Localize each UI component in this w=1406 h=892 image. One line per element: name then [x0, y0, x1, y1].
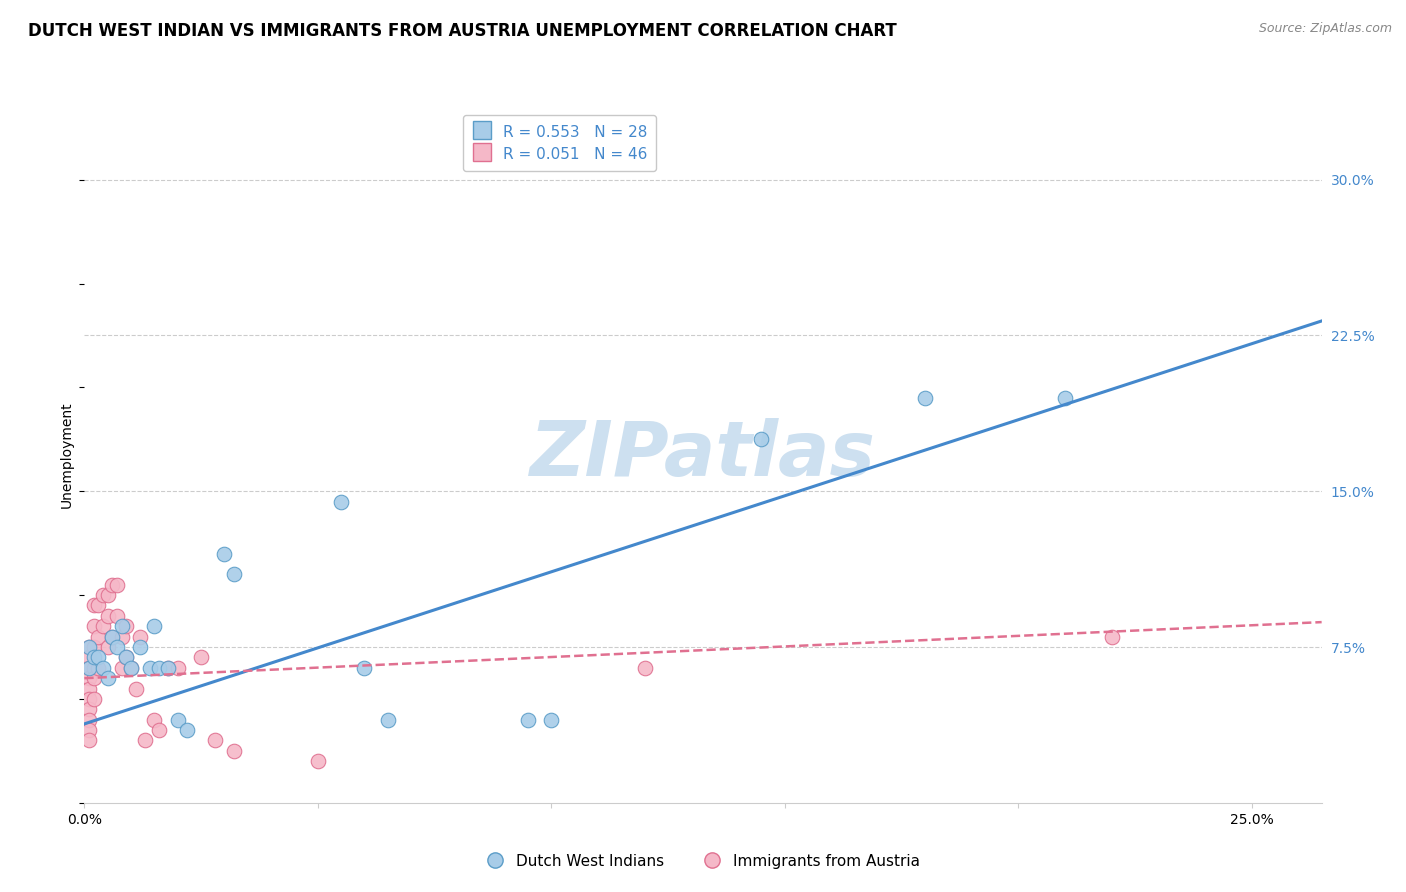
Point: [87, 599, 110, 613]
Point: [214, 547, 236, 561]
Point: [176, 723, 198, 738]
Point: [83, 640, 105, 654]
Point: [129, 640, 152, 654]
Text: Source: ZipAtlas.com: Source: ZipAtlas.com: [1258, 22, 1392, 36]
Point: [111, 619, 134, 633]
Point: [633, 661, 655, 675]
Point: [1101, 630, 1123, 644]
Point: [77, 640, 100, 654]
Point: [105, 578, 128, 592]
Point: [115, 650, 138, 665]
Point: [77, 713, 100, 727]
Point: [166, 713, 188, 727]
Point: [148, 661, 170, 675]
Point: [87, 630, 110, 644]
Point: [83, 650, 105, 665]
Point: [91, 661, 114, 675]
Text: ZIPatlas: ZIPatlas: [530, 418, 876, 491]
Point: [83, 619, 105, 633]
Point: [134, 733, 156, 747]
Point: [83, 599, 105, 613]
Point: [1053, 391, 1076, 405]
Point: [83, 692, 105, 706]
Point: [751, 433, 773, 447]
Point: [83, 661, 105, 675]
Point: [125, 681, 148, 696]
Point: [143, 713, 166, 727]
Point: [105, 608, 128, 623]
Point: [129, 630, 152, 644]
Point: [105, 640, 128, 654]
Point: [157, 661, 180, 675]
Point: [222, 567, 245, 582]
Point: [914, 391, 936, 405]
Point: [115, 619, 138, 633]
Point: [166, 661, 188, 675]
Point: [83, 671, 105, 685]
Point: [77, 671, 100, 685]
Point: [101, 630, 124, 644]
Point: [148, 723, 170, 738]
Point: [115, 650, 138, 665]
Point: [111, 630, 134, 644]
Point: [97, 671, 120, 685]
Point: [157, 661, 180, 675]
Y-axis label: Unemployment: Unemployment: [60, 401, 75, 508]
Point: [307, 754, 329, 768]
Point: [77, 661, 100, 675]
Point: [91, 619, 114, 633]
Point: [97, 640, 120, 654]
Point: [138, 661, 160, 675]
Point: [330, 494, 353, 508]
Point: [222, 744, 245, 758]
Point: [77, 723, 100, 738]
Legend: Dutch West Indians, Immigrants from Austria: Dutch West Indians, Immigrants from Aust…: [479, 847, 927, 875]
Point: [97, 588, 120, 602]
Point: [77, 733, 100, 747]
Point: [77, 640, 100, 654]
Point: [190, 650, 212, 665]
Point: [377, 713, 399, 727]
Point: [101, 578, 124, 592]
Point: [77, 702, 100, 716]
Point: [120, 661, 142, 675]
Point: [77, 681, 100, 696]
Point: [77, 661, 100, 675]
Point: [143, 619, 166, 633]
Text: DUTCH WEST INDIAN VS IMMIGRANTS FROM AUSTRIA UNEMPLOYMENT CORRELATION CHART: DUTCH WEST INDIAN VS IMMIGRANTS FROM AUS…: [28, 22, 897, 40]
Point: [77, 650, 100, 665]
Point: [87, 650, 110, 665]
Point: [91, 588, 114, 602]
Point: [97, 608, 120, 623]
Point: [87, 661, 110, 675]
Point: [120, 661, 142, 675]
Point: [540, 713, 562, 727]
Point: [111, 661, 134, 675]
Point: [204, 733, 226, 747]
Point: [353, 661, 375, 675]
Point: [101, 630, 124, 644]
Point: [77, 692, 100, 706]
Point: [516, 713, 538, 727]
